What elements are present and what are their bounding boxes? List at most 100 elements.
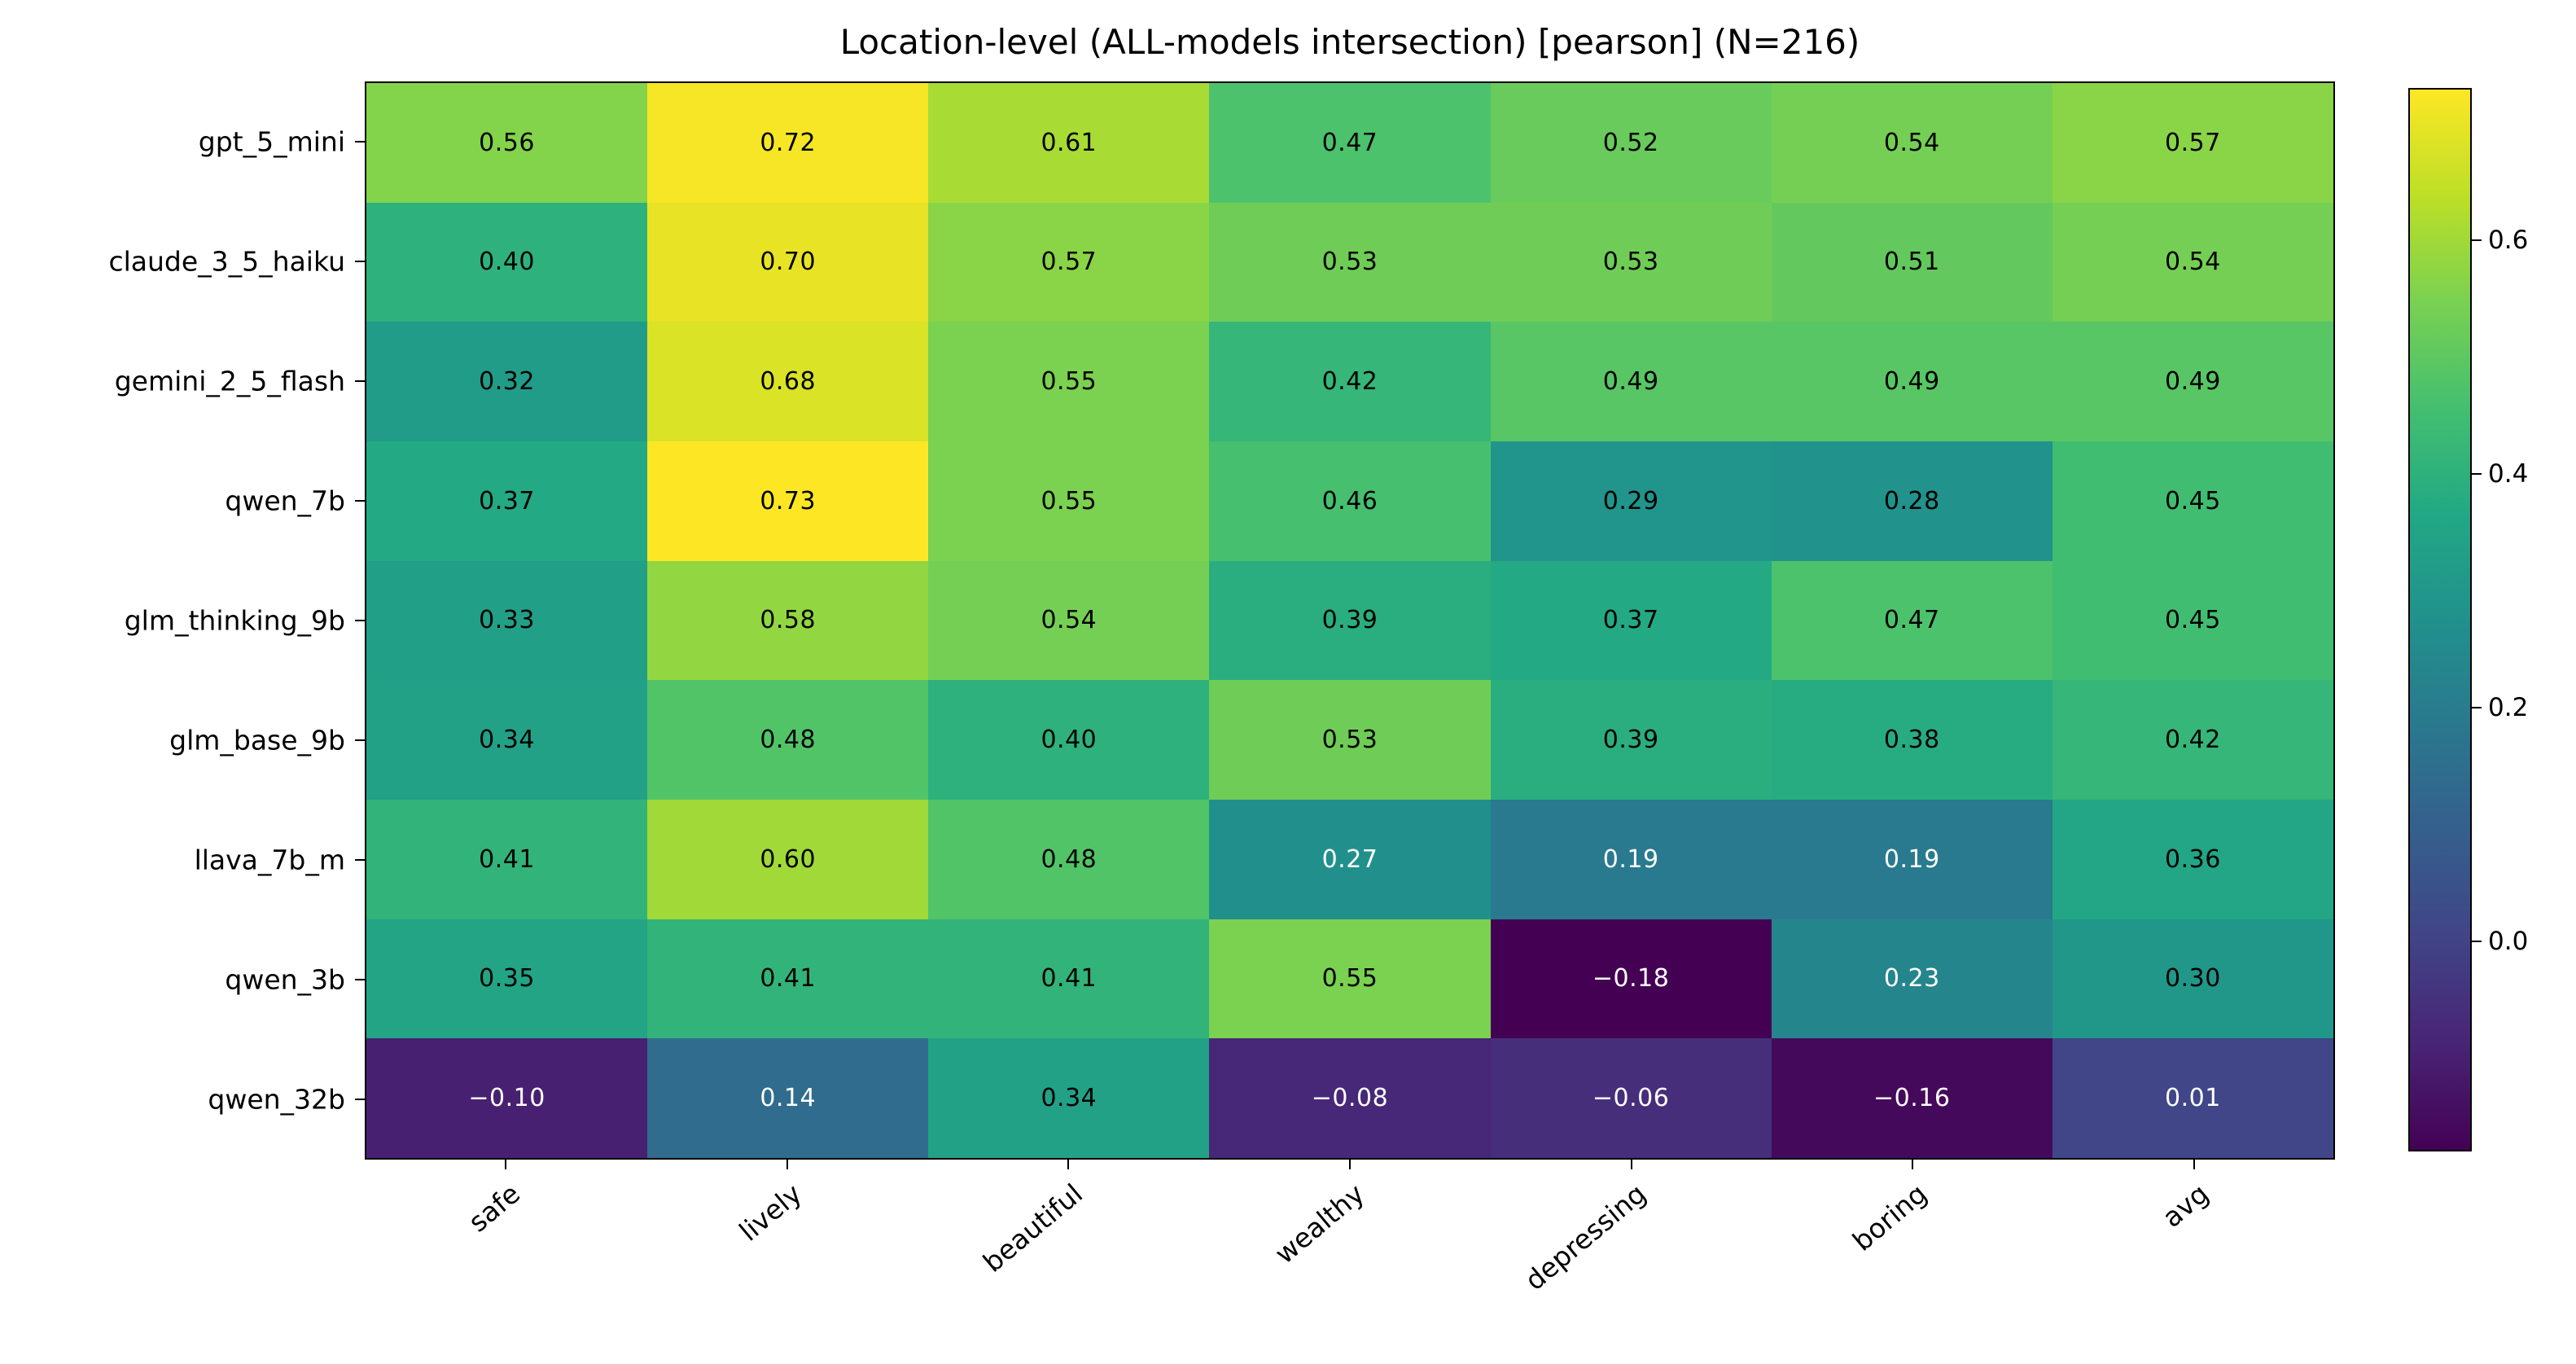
cell-value: 0.53: [1321, 726, 1378, 755]
heatmap-cell-qwen_7b-wealthy: 0.46: [1209, 441, 1491, 561]
heatmap-cell-gemini_2_5_flash-wealthy: 0.42: [1209, 322, 1491, 441]
cell-value: 0.48: [760, 726, 817, 755]
cell-value: 0.73: [760, 486, 817, 515]
x-tick: [2193, 1160, 2196, 1169]
y-tick: [355, 379, 365, 382]
y-tick-label-qwen_3b: qwen_3b: [225, 963, 345, 996]
cell-value: 0.70: [760, 248, 817, 277]
colorbar-tick: [2472, 472, 2482, 475]
cell-value: −0.08: [1311, 1084, 1389, 1113]
colorbar-tick-label: 0.2: [2488, 692, 2529, 722]
heatmap-cell-glm_base_9b-beautiful: 0.40: [928, 680, 1210, 800]
heatmap-cell-glm_base_9b-lively: 0.48: [647, 680, 929, 800]
cell-value: 0.46: [1321, 486, 1378, 515]
heatmap-cell-claude_3_5_haiku-avg: 0.54: [2052, 202, 2333, 322]
heatmap-cell-gemini_2_5_flash-beautiful: 0.55: [928, 322, 1210, 441]
x-tick: [1067, 1160, 1070, 1169]
cell-value: 0.48: [1040, 844, 1097, 874]
heatmap-cell-qwen_32b-beautiful: 0.34: [928, 1038, 1210, 1158]
y-tick-label-glm_base_9b: glm_base_9b: [169, 724, 345, 757]
heatmap-cell-qwen_32b-wealthy: −0.08: [1209, 1038, 1491, 1158]
cell-value: 0.29: [1602, 486, 1659, 515]
cell-value: 0.32: [479, 367, 535, 397]
y-tick-label-gemini_2_5_flash: gemini_2_5_flash: [114, 365, 345, 397]
heatmap-cell-glm_base_9b-avg: 0.42: [2052, 680, 2333, 800]
cell-value: 0.35: [479, 964, 535, 993]
heatmap-cell-qwen_3b-boring: 0.23: [1771, 919, 2052, 1039]
colorbar-tick: [2472, 940, 2482, 942]
cell-value: 0.40: [479, 248, 535, 277]
heatmap-cell-claude_3_5_haiku-boring: 0.51: [1771, 202, 2052, 322]
cell-value: 0.27: [1321, 844, 1378, 874]
heatmap-cell-qwen_3b-safe: 0.35: [366, 919, 648, 1039]
cell-value: 0.45: [2165, 486, 2221, 515]
y-tick: [355, 739, 365, 742]
cell-value: 0.37: [479, 486, 535, 515]
x-tick: [786, 1160, 788, 1169]
heatmap-cell-glm_thinking_9b-wealthy: 0.39: [1209, 560, 1491, 681]
x-tick-label-wealthy: wealthy: [1268, 1178, 1371, 1270]
cell-value: 0.54: [2165, 248, 2221, 277]
cell-value: 0.23: [1883, 964, 1940, 993]
x-tick: [1349, 1160, 1351, 1169]
colorbar-tick-label: 0.4: [2488, 458, 2529, 489]
heatmap-cell-qwen_7b-depressing: 0.29: [1490, 441, 1772, 561]
cell-value: 0.28: [1883, 486, 1940, 515]
y-tick-label-glm_thinking_9b: glm_thinking_9b: [124, 604, 345, 637]
cell-value: 0.34: [479, 726, 535, 755]
x-tick-label-depressing: depressing: [1518, 1178, 1652, 1297]
cell-value: 0.40: [1040, 726, 1097, 755]
x-tick-label-lively: lively: [733, 1178, 808, 1248]
x-tick: [1912, 1160, 1914, 1169]
heatmap-cell-gemini_2_5_flash-avg: 0.49: [2052, 322, 2333, 441]
heatmap-cell-glm_base_9b-safe: 0.34: [366, 680, 648, 800]
cell-value: 0.54: [1883, 128, 1940, 157]
cell-value: −0.16: [1873, 1084, 1951, 1113]
heatmap-cell-glm_thinking_9b-lively: 0.58: [647, 560, 929, 681]
cell-value: 0.47: [1321, 128, 1378, 157]
cell-value: 0.36: [2165, 844, 2221, 874]
heatmap-cell-llava_7b_m-lively: 0.60: [647, 800, 929, 919]
cell-value: 0.55: [1040, 367, 1097, 397]
colorbar-tick-label: 0.6: [2488, 225, 2529, 255]
y-tick-label-qwen_32b: qwen_32b: [208, 1083, 345, 1116]
y-tick-label-llava_7b_m: llava_7b_m: [194, 844, 345, 876]
heatmap-cell-qwen_7b-avg: 0.45: [2052, 441, 2333, 561]
heatmap-cell-glm_thinking_9b-depressing: 0.37: [1490, 560, 1772, 681]
heatmap-cell-claude_3_5_haiku-beautiful: 0.57: [928, 202, 1210, 322]
heatmap-cell-gpt_5_mini-beautiful: 0.61: [928, 83, 1210, 203]
x-tick-label-avg: avg: [2156, 1178, 2215, 1234]
cell-value: 0.34: [1040, 1084, 1097, 1113]
y-tick-label-qwen_7b: qwen_7b: [225, 485, 345, 517]
heatmap-cell-llava_7b_m-wealthy: 0.27: [1209, 800, 1491, 919]
cell-value: 0.19: [1602, 844, 1659, 874]
cell-value: 0.42: [1321, 367, 1378, 397]
heatmap-cell-qwen_32b-boring: −0.16: [1771, 1038, 2052, 1158]
y-tick: [355, 140, 365, 143]
heatmap-cell-claude_3_5_haiku-depressing: 0.53: [1490, 202, 1772, 322]
cell-value: 0.49: [1602, 367, 1659, 397]
cell-value: 0.49: [2165, 367, 2221, 397]
cell-value: 0.38: [1883, 726, 1940, 755]
cell-value: 0.41: [760, 964, 817, 993]
y-tick: [355, 859, 365, 862]
heatmap-cell-glm_thinking_9b-avg: 0.45: [2052, 560, 2333, 681]
cell-value: 0.56: [479, 128, 535, 157]
heatmap-cell-glm_thinking_9b-boring: 0.47: [1771, 560, 2052, 681]
heatmap-cell-qwen_3b-avg: 0.30: [2052, 919, 2333, 1039]
heatmap-cell-qwen_7b-safe: 0.37: [366, 441, 648, 561]
heatmap-cell-qwen_7b-boring: 0.28: [1771, 441, 2052, 561]
cell-value: 0.72: [760, 128, 817, 157]
colorbar-tick: [2472, 706, 2482, 708]
heatmap-cell-qwen_3b-depressing: −0.18: [1490, 919, 1772, 1039]
heatmap-cell-gpt_5_mini-safe: 0.56: [366, 83, 648, 203]
x-tick: [504, 1160, 506, 1169]
heatmap-cell-qwen_3b-lively: 0.41: [647, 919, 929, 1039]
heatmap-cell-claude_3_5_haiku-lively: 0.70: [647, 202, 929, 322]
cell-value: 0.14: [760, 1084, 817, 1113]
cell-value: 0.61: [1040, 128, 1097, 157]
cell-value: 0.30: [2165, 964, 2221, 993]
colorbar: [2408, 88, 2472, 1151]
cell-value: −0.10: [468, 1084, 545, 1113]
cell-value: 0.60: [760, 844, 817, 874]
